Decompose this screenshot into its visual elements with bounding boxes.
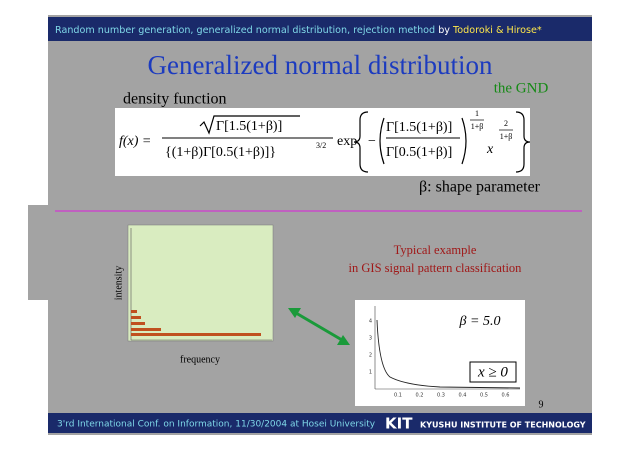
page-number: 9 <box>539 399 544 410</box>
x-tick-label: 0.3 <box>437 393 445 399</box>
denominator-power: 3/2 <box>316 141 326 150</box>
header-by: by <box>438 25 450 36</box>
example-line: in GIS signal pattern classification <box>349 261 523 275</box>
x-tick-label: 0.4 <box>459 393 467 399</box>
right-paren <box>461 117 467 165</box>
footer-conference: 3'rd International Conf. on Information,… <box>57 420 376 430</box>
formula-box <box>115 108 530 176</box>
formula: f(x) = Γ[1.5(1+β)] {(1+β)Γ[0.5(1+β)]} 3/… <box>115 108 531 176</box>
parameter-note: β: shape parameter <box>419 179 541 196</box>
link-arrow <box>288 308 350 345</box>
denominator: {(1+β)Γ[0.5(1+β)]} <box>165 145 276 160</box>
power-numerator: 1 <box>475 109 479 118</box>
histogram-bar <box>131 310 137 313</box>
x-tick-label: 0.6 <box>502 393 510 399</box>
inner-numerator: Γ[1.5(1+β)] <box>386 120 452 135</box>
y-axis-label: intensity <box>113 266 124 300</box>
header-topic: Random number generation, generalized no… <box>55 25 435 36</box>
logo-text: KYUSHU INSTITUTE OF TECHNOLOGY <box>420 421 586 430</box>
y-tick-label: 4 <box>369 319 372 325</box>
domain-box <box>469 361 517 383</box>
logo-mark: KIT <box>385 415 413 433</box>
example-line: Typical example <box>394 243 477 257</box>
formula-x: x <box>486 142 494 157</box>
histogram-frame <box>127 224 274 342</box>
histogram-bars <box>131 310 261 336</box>
side-strip <box>28 205 48 300</box>
density-curve <box>376 319 521 389</box>
plot-ticks: 0.1 0.2 0.3 0.4 0.5 0.6 1 2 3 4 <box>369 319 510 399</box>
power-denominator: 1+β <box>471 122 484 131</box>
x-power-numerator: 2 <box>504 119 508 128</box>
header-bar <box>48 17 592 41</box>
minus: − <box>368 134 376 149</box>
plot-domain: x ≥ 0 <box>477 364 508 380</box>
title: Generalized normal distribution <box>148 50 493 80</box>
left-brace <box>353 111 369 173</box>
right-brace <box>515 111 531 173</box>
sqrt-argument: Γ[1.5(1+β)] <box>216 119 282 134</box>
exp: exp <box>337 134 357 149</box>
left-paren <box>379 117 385 165</box>
x-tick-label: 0.1 <box>394 393 402 399</box>
plot-frame <box>355 300 525 406</box>
histogram-bar <box>131 322 145 325</box>
x-tick-label: 0.5 <box>480 393 488 399</box>
histogram-bar <box>131 333 261 336</box>
inner-denominator: Γ[0.5(1+β)] <box>386 145 452 160</box>
density-plot: 0.1 0.2 0.3 0.4 0.5 0.6 1 2 3 4 β = 5.0 x ≥ 0 <box>355 300 525 406</box>
histogram-bar <box>131 328 161 331</box>
formula-label: density function <box>123 91 227 108</box>
radical <box>199 115 300 135</box>
formula-lhs: f(x) = <box>119 134 151 149</box>
plot-annotation: β = 5.0 <box>459 314 501 329</box>
x-axis-label: frequency <box>180 354 220 365</box>
histogram-bar <box>131 316 141 319</box>
y-tick-label: 2 <box>369 353 372 359</box>
histogram: intensity frequency <box>113 224 274 365</box>
x-power-denominator: 1+β <box>500 132 513 141</box>
footer-bar <box>48 413 592 433</box>
header: Random number generation, generalized no… <box>55 25 542 36</box>
tag: the GND <box>494 80 549 96</box>
header-authors: Todoroki & Hirose* <box>452 25 542 36</box>
y-tick-label: 3 <box>369 336 372 342</box>
x-tick-label: 0.2 <box>416 393 424 399</box>
y-tick-label: 1 <box>369 370 372 376</box>
